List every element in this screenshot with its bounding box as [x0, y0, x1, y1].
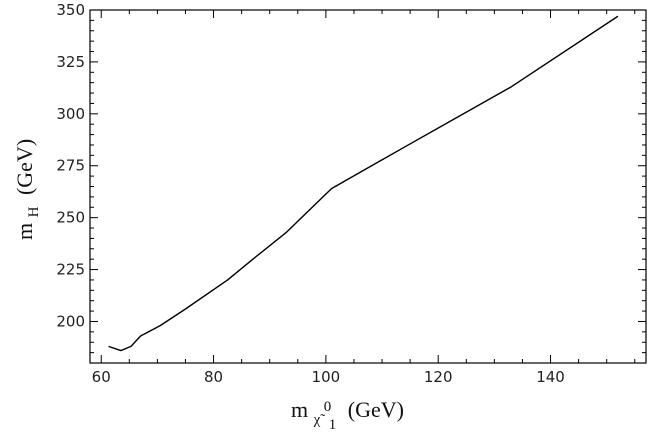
y-tick-label: 275 [56, 157, 85, 175]
y-tick-label: 325 [56, 53, 85, 71]
x-tick-label: 60 [92, 368, 111, 386]
y-tick-label: 300 [56, 105, 85, 123]
x-tick-label: 80 [204, 368, 223, 386]
x-axis-main: m [291, 397, 308, 422]
x-axis-sub-index: 1 [329, 417, 337, 433]
tick-marks [90, 9, 646, 364]
x-tick-label: 100 [312, 368, 341, 386]
x-tick-label: 120 [424, 368, 453, 386]
plot-frame [89, 9, 647, 364]
x-tick-label: 140 [536, 368, 565, 386]
y-axis-sub: H [26, 206, 42, 217]
y-tick-label: 225 [56, 261, 85, 279]
y-axis-unit: (GeV) [12, 139, 37, 195]
x-axis-title: m χ̃ 0 1 (GeV) [291, 391, 404, 434]
y-tick-label: 250 [56, 209, 85, 227]
y-axis-title: m H (GeV) [12, 139, 43, 240]
x-axis-sup: 0 [324, 399, 332, 415]
tick-labels: 60 80 100 120 140 200 225 250 275 300 325 350 [56, 1, 564, 386]
y-axis-main: m [12, 223, 37, 240]
y-tick-label: 200 [56, 312, 85, 330]
series-line [108, 15, 619, 352]
y-tick-label: 350 [56, 1, 85, 19]
x-axis-unit: (GeV) [348, 397, 404, 422]
